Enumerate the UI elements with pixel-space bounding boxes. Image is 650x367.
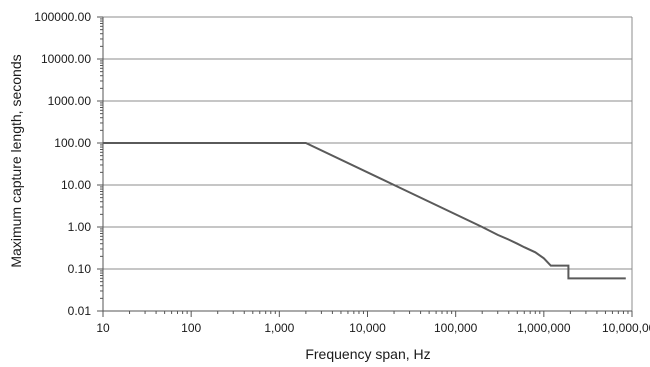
x-tick-label: 1,000,000 [517, 321, 571, 335]
x-tick-label: 100 [181, 321, 201, 335]
y-tick-label: 100.00 [54, 136, 91, 150]
y-tick-label: 0.01 [68, 304, 92, 318]
y-tick-label: 10000.00 [41, 52, 91, 66]
y-tick-label: 0.10 [68, 262, 92, 276]
tick-labels: 10 100 1,000 10,000 100,000 1,000,000 10,000,0… [34, 10, 650, 335]
y-tick-label: 100000.00 [34, 10, 91, 24]
y-axis-title: Maximum capture length, seconds [8, 54, 24, 267]
y-tick-label: 1.00 [68, 220, 92, 234]
x-tick-label: 10 [96, 321, 110, 335]
data-series [103, 142, 626, 280]
y-tick-label: 1000.00 [48, 94, 92, 108]
x-tick-label: 100,000 [434, 321, 478, 335]
series-line [103, 142, 626, 280]
x-axis-title: Frequency span, Hz [305, 346, 430, 362]
x-tick-label: 10,000 [349, 321, 386, 335]
axes [97, 16, 633, 317]
y-tick-label: 10.00 [61, 178, 91, 192]
x-tick-label: 1,000 [264, 321, 294, 335]
x-tick-label: 10,000,000 [602, 321, 650, 335]
